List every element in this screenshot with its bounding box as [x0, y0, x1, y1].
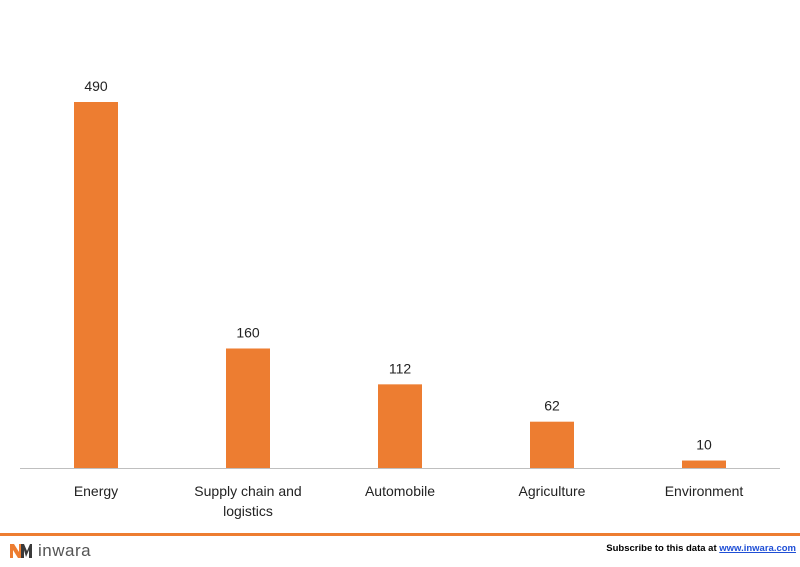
bar-energy: [74, 102, 118, 468]
subscribe-note: Subscribe to this data at www.inwara.com: [606, 543, 796, 554]
data-label: 112: [389, 360, 412, 376]
footer-divider: [0, 533, 800, 536]
category-label: Supply chain and logistics: [194, 483, 301, 519]
category-label: Energy: [74, 483, 118, 499]
category-label: Agriculture: [519, 483, 586, 499]
brand-logo: inwara: [10, 540, 91, 562]
subscribe-text: Subscribe to this data at: [606, 543, 717, 554]
bar-agriculture: [530, 421, 574, 468]
category-label: Environment: [665, 483, 744, 499]
data-label: 490: [84, 78, 108, 94]
inwara-logo-icon: [10, 544, 32, 558]
data-label: 62: [544, 398, 560, 414]
data-label: 10: [696, 437, 712, 453]
data-label: 160: [236, 324, 260, 340]
subscribe-link[interactable]: www.inwara.com: [719, 543, 796, 554]
bar-environment: [682, 460, 726, 468]
bar-chart: 490 Energy 160 Supply chain and logistics 112…: [20, 78, 780, 519]
bar-supply-chain-and-logistics: [226, 348, 270, 468]
bar-automobile: [378, 384, 422, 468]
brand-name: inwara: [38, 541, 92, 560]
category-label: Automobile: [365, 483, 435, 499]
